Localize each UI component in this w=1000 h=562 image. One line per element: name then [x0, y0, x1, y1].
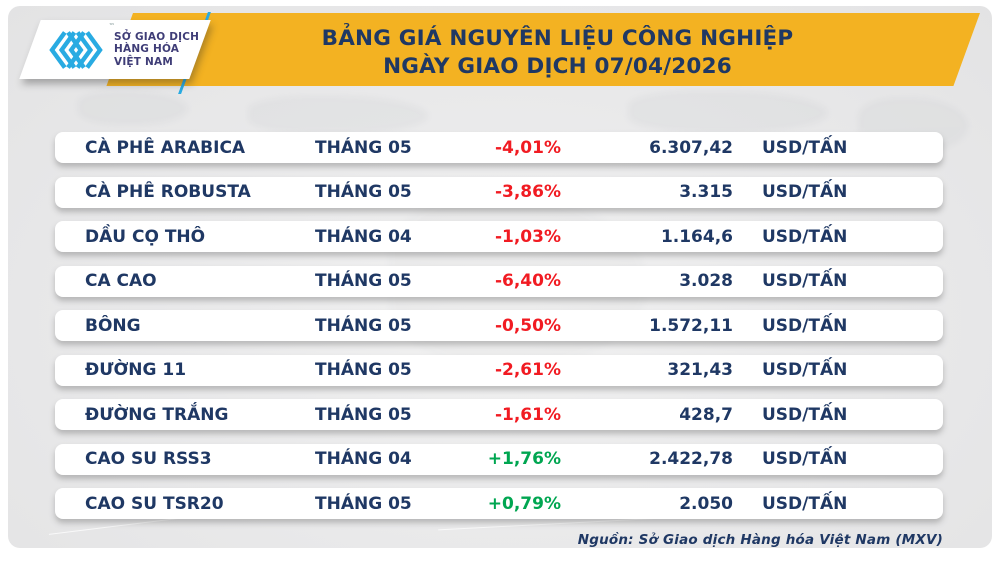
- price-unit: USD/TẤN: [762, 226, 848, 247]
- table-row: ĐƯỜNG TRẮNG THÁNG 05 -1,61% 428,7 USD/TẤ…: [55, 399, 943, 430]
- price-value: 6.307,42: [649, 137, 733, 158]
- background-map-decoration: [78, 91, 188, 125]
- mxv-logo-text: SỞ GIAO DỊCH HÀNG HÓA VIỆT NAM: [114, 31, 199, 69]
- table-row: DẦU CỌ THÔ THÁNG 04 -1,03% 1.164,6 USD/T…: [55, 221, 943, 252]
- price-value: 321,43: [667, 360, 733, 380]
- price-unit: USD/TẤN: [762, 360, 848, 380]
- mxv-chevrons-logo-icon: ™: [44, 22, 115, 73]
- background-map-decoration: [628, 91, 828, 133]
- source-credit: Nguồn: Sở Giao dịch Hàng hóa Việt Nam (M…: [577, 532, 943, 548]
- contract-month: THÁNG 05: [315, 271, 412, 291]
- percent-change: +0,79%: [487, 493, 561, 514]
- price-value: 3.028: [679, 271, 733, 291]
- commodity-name: CÀ PHÊ ROBUSTA: [85, 182, 251, 202]
- page-title: BẢNG GIÁ NGUYÊN LIỆU CÔNG NGHIỆP NGÀY GI…: [135, 25, 980, 81]
- price-value: 1.572,11: [649, 315, 733, 336]
- mxv-logo-inner: ™ SỞ GIAO DỊCH HÀNG HÓA VIỆT NAM: [30, 20, 200, 79]
- percent-change: -6,40%: [494, 271, 561, 291]
- percent-change: -1,61%: [494, 404, 561, 425]
- price-unit: USD/TẤN: [762, 137, 848, 158]
- percent-change: -0,50%: [494, 315, 561, 336]
- price-unit: USD/TẤN: [762, 404, 848, 425]
- commodity-name: ĐƯỜNG 11: [85, 360, 187, 380]
- percent-change: -3,86%: [494, 182, 561, 202]
- contract-month: THÁNG 05: [315, 137, 412, 158]
- commodity-name: CAO SU TSR20: [85, 493, 224, 514]
- price-value: 3.315: [679, 182, 733, 202]
- table-row: ĐƯỜNG 11 THÁNG 05 -2,61% 321,43 USD/TẤN: [55, 354, 943, 386]
- percent-change: -2,61%: [494, 360, 561, 380]
- table-row: CA CAO THÁNG 05 -6,40% 3.028 USD/TẤN: [55, 265, 943, 297]
- commodity-name: DẦU CỌ THÔ: [85, 226, 206, 247]
- contract-month: THÁNG 05: [315, 315, 412, 336]
- price-unit: USD/TẤN: [762, 449, 848, 469]
- table-row: CÀ PHÊ ARABICA THÁNG 05 -4,01% 6.307,42 …: [55, 132, 943, 163]
- price-value: 1.164,6: [660, 226, 733, 247]
- page-title-line2: NGÀY GIAO DỊCH 07/04/2026: [383, 54, 732, 79]
- table-row: CAO SU TSR20 THÁNG 05 +0,79% 2.050 USD/T…: [55, 488, 943, 519]
- price-unit: USD/TẤN: [762, 493, 848, 514]
- commodity-name: CÀ PHÊ ARABICA: [85, 137, 246, 158]
- contract-month: THÁNG 04: [315, 226, 412, 247]
- price-unit: USD/TẤN: [762, 271, 848, 291]
- contract-month: THÁNG 05: [315, 404, 412, 425]
- commodity-name: BÔNG: [85, 315, 141, 336]
- price-value: 2.050: [679, 493, 733, 514]
- contract-month: THÁNG 04: [315, 449, 412, 469]
- price-value: 428,7: [679, 404, 733, 425]
- table-row: CÀ PHÊ ROBUSTA THÁNG 05 -3,86% 3.315 USD…: [55, 176, 943, 208]
- percent-change: +1,76%: [487, 449, 561, 469]
- commodity-name: CAO SU RSS3: [85, 449, 212, 469]
- table-row: CAO SU RSS3 THÁNG 04 +1,76% 2.422,78 USD…: [55, 443, 943, 475]
- table-row: BÔNG THÁNG 05 -0,50% 1.572,11 USD/TẤN: [55, 310, 943, 341]
- price-unit: USD/TẤN: [762, 182, 848, 202]
- commodity-name: CA CAO: [85, 271, 157, 291]
- contract-month: THÁNG 05: [315, 493, 412, 514]
- background-map-decoration: [248, 96, 428, 134]
- page-title-line1: BẢNG GIÁ NGUYÊN LIỆU CÔNG NGHIỆP: [321, 26, 794, 51]
- mxv-logo-card: ™ SỞ GIAO DỊCH HÀNG HÓA VIỆT NAM: [19, 20, 211, 79]
- percent-change: -4,01%: [494, 137, 561, 158]
- logo-text-line2: HÀNG HÓA: [114, 43, 180, 56]
- price-value: 2.422,78: [649, 449, 733, 469]
- price-unit: USD/TẤN: [762, 315, 848, 336]
- contract-month: THÁNG 05: [315, 360, 412, 380]
- commodity-name: ĐƯỜNG TRẮNG: [85, 404, 229, 425]
- contract-month: THÁNG 05: [315, 182, 412, 202]
- logo-text-line3: VIỆT NAM: [114, 55, 173, 68]
- logo-text-line1: SỞ GIAO DỊCH: [114, 30, 200, 43]
- percent-change: -1,03%: [494, 226, 561, 247]
